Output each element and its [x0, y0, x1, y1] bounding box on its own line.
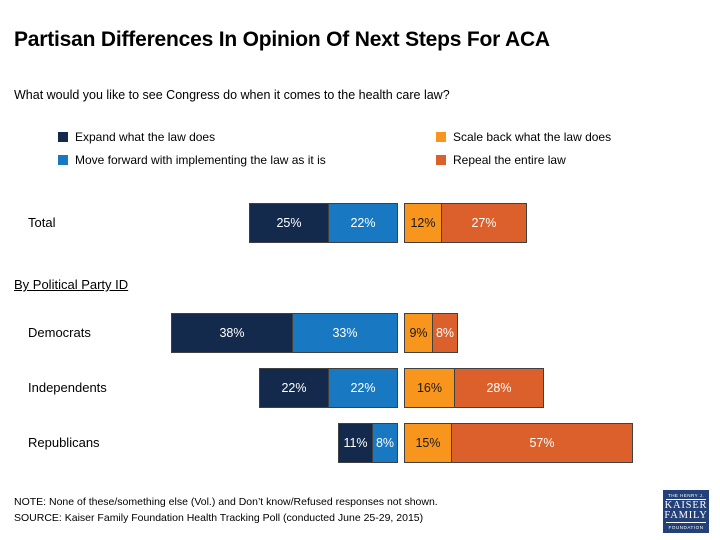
segment-value-label: 28% [486, 381, 512, 395]
category-label: Democrats [28, 325, 91, 340]
kff-logo-kaiser: KAISER [664, 500, 708, 511]
segment-value-label: 8% [375, 436, 395, 450]
bar-segment: 8% [372, 423, 398, 463]
legend-swatch-repeal [436, 155, 446, 165]
segment-value-label: 22% [281, 381, 307, 395]
legend-label: Scale back what the law does [453, 130, 612, 144]
bar-segment: 57% [451, 423, 633, 463]
legend-item-move-forward: Move forward with implementing the law a… [58, 153, 326, 167]
source-text: SOURCE: Kaiser Family Foundation Health … [14, 512, 424, 524]
legend-item-scale-back: Scale back what the law does [436, 130, 611, 144]
legend-swatch-move-forward [58, 155, 68, 165]
kff-logo-foundation: FOUNDATION [668, 525, 704, 530]
bar-row-total: Total 25% 22% 12% 27% [0, 203, 720, 243]
note-text: NOTE: None of these/something else (Vol.… [14, 496, 438, 508]
segment-value-label: 16% [416, 381, 443, 395]
bar-segment: 38% [171, 313, 293, 353]
bar-segment: 22% [259, 368, 329, 408]
left-bar-group: 22% 22% [259, 368, 398, 408]
segment-value-label: 33% [332, 326, 358, 340]
segment-value-label: 38% [219, 326, 245, 340]
bar-segment: 15% [404, 423, 452, 463]
kff-logo-family: FAMILY [664, 510, 708, 521]
page-title: Partisan Differences In Opinion Of Next … [14, 28, 550, 51]
right-bar-group: 12% 27% [404, 203, 527, 243]
legend-item-repeal: Repeal the entire law [436, 153, 566, 167]
right-bar-group: 9% 8% [404, 313, 458, 353]
kff-logo: THE HENRY J. KAISER FAMILY FOUNDATION [663, 490, 709, 533]
legend-label: Move forward with implementing the law a… [75, 153, 326, 167]
bar-segment: 11% [338, 423, 373, 463]
kff-logo-henry-line: THE HENRY J. [667, 493, 705, 498]
left-bar-group: 11% 8% [338, 423, 398, 463]
bar-segment: 25% [249, 203, 329, 243]
bar-row-democrats: Democrats 38% 33% 9% 8% [0, 313, 720, 353]
bar-segment: 28% [454, 368, 544, 408]
bar-segment: 33% [292, 313, 398, 353]
legend-swatch-expand [58, 132, 68, 142]
category-label: Republicans [28, 435, 100, 450]
kff-logo-divider [666, 499, 706, 500]
bar-segment: 16% [404, 368, 455, 408]
left-bar-group: 38% 33% [171, 313, 398, 353]
segment-value-label: 15% [415, 436, 441, 450]
segment-value-label: 11% [343, 436, 368, 450]
right-bar-group: 15% 57% [404, 423, 633, 463]
bar-row-republicans: Republicans 11% 8% 15% 57% [0, 423, 720, 463]
bar-segment: 12% [404, 203, 442, 243]
right-bar-group: 16% 28% [404, 368, 544, 408]
category-label: Independents [28, 380, 107, 395]
segment-value-label: 22% [350, 381, 376, 395]
bar-row-independents: Independents 22% 22% 16% 28% [0, 368, 720, 408]
bar-segment: 8% [432, 313, 458, 353]
segment-value-label: 8% [435, 326, 455, 340]
legend-label: Expand what the law does [75, 130, 216, 144]
survey-question: What would you like to see Congress do w… [14, 88, 450, 102]
section-label: By Political Party ID [14, 277, 129, 292]
bar-segment: 9% [404, 313, 433, 353]
bar-segment: 27% [441, 203, 527, 243]
legend-swatch-scale-back [436, 132, 446, 142]
legend-item-expand: Expand what the law does [58, 130, 215, 144]
segment-value-label: 25% [276, 216, 302, 230]
segment-value-label: 22% [350, 216, 376, 230]
segment-value-label: 9% [409, 326, 428, 340]
left-bar-group: 25% 22% [249, 203, 398, 243]
bar-segment: 22% [328, 203, 398, 243]
segment-value-label: 27% [471, 216, 497, 230]
segment-value-label: 12% [410, 216, 436, 230]
segment-value-label: 57% [529, 436, 555, 450]
bar-segment: 22% [328, 368, 398, 408]
category-label: Total [28, 215, 56, 230]
kff-logo-divider [666, 522, 706, 523]
legend-label: Repeal the entire law [453, 153, 566, 167]
